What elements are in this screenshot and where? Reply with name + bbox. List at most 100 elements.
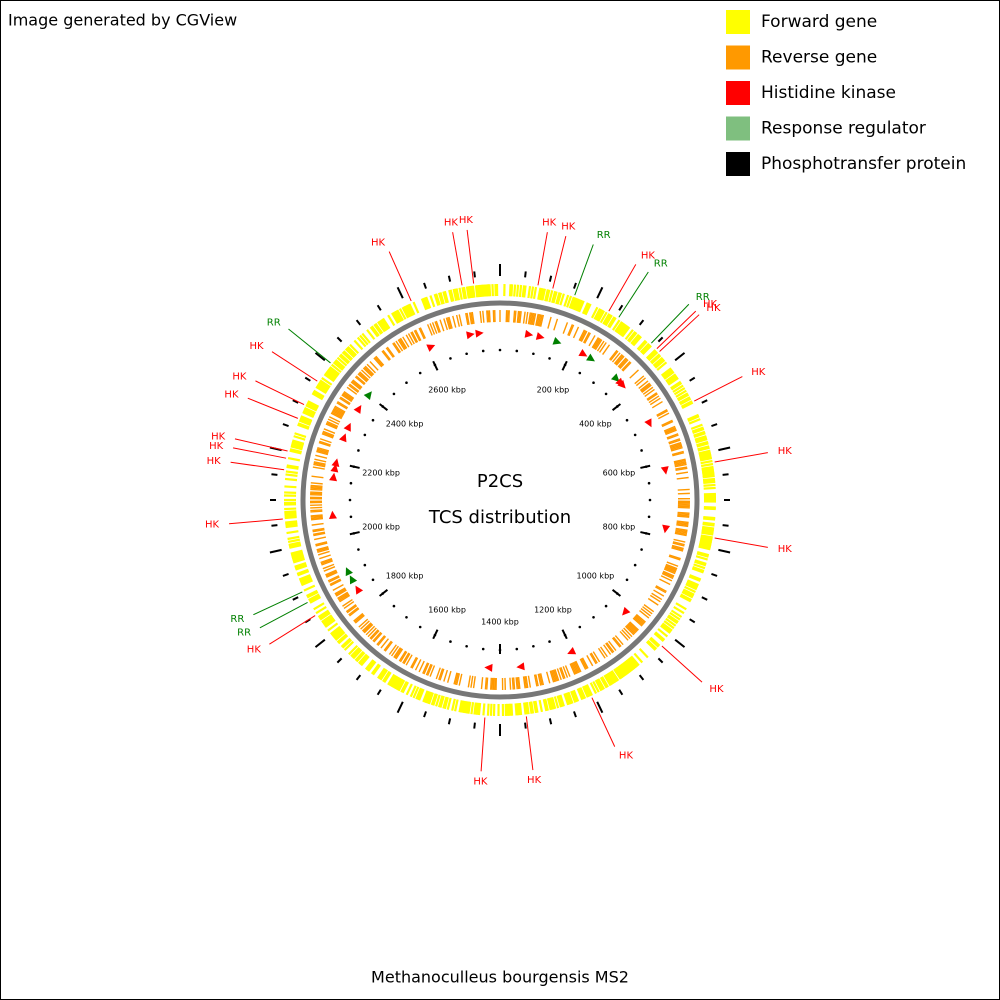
legend-swatch <box>726 45 750 70</box>
forward-gene <box>530 286 535 299</box>
forward-gene <box>479 284 483 297</box>
forward-gene <box>661 368 673 378</box>
reverse-gene <box>343 601 355 610</box>
forward-gene <box>379 669 389 681</box>
feature-label: HK <box>561 221 576 232</box>
forward-gene <box>349 343 360 355</box>
feature-label: HK <box>709 684 724 695</box>
reverse-gene <box>639 382 651 391</box>
forward-gene <box>699 541 712 546</box>
forward-gene <box>400 680 408 693</box>
forward-gene <box>377 667 386 679</box>
reverse-gene <box>635 613 646 623</box>
forward-gene <box>489 703 493 716</box>
forward-gene <box>517 703 521 716</box>
scale-tick <box>378 589 389 597</box>
forward-gene <box>563 294 570 307</box>
forward-gene <box>616 666 626 678</box>
feature-label: HK <box>619 751 634 762</box>
feature-marker <box>610 373 620 382</box>
backbone <box>300 300 700 700</box>
forward-gene <box>702 521 715 526</box>
feature-label: HK <box>703 299 718 310</box>
forward-gene <box>669 611 681 621</box>
reverse-gene <box>581 657 589 669</box>
reverse-gene <box>677 515 690 518</box>
reverse-gene <box>562 322 569 334</box>
forward-gene <box>435 293 441 306</box>
reverse-gene <box>322 563 335 570</box>
feature-leader <box>656 310 697 350</box>
feature-leader <box>480 717 486 772</box>
reverse-gene <box>669 554 681 560</box>
forward-gene <box>702 474 715 479</box>
reverse-gene <box>314 458 327 463</box>
reverse-gene <box>665 429 677 436</box>
forward-gene <box>305 404 318 412</box>
reverse-gene <box>619 359 629 370</box>
forward-gene <box>620 663 630 675</box>
forward-gene <box>515 284 520 297</box>
forward-gene <box>559 293 565 306</box>
forward-gene <box>513 284 517 297</box>
reverse-gene <box>646 392 658 401</box>
forward-gene <box>323 373 335 383</box>
forward-gene <box>518 284 523 298</box>
reverse-gene <box>376 635 386 646</box>
forward-gene <box>698 544 711 549</box>
reverse-gene <box>661 419 673 426</box>
forward-gene <box>290 445 303 451</box>
reverse-gene <box>536 314 541 327</box>
reverse-gene <box>571 662 578 674</box>
forward-gene <box>446 697 452 710</box>
forward-gene <box>592 680 600 693</box>
reverse-gene <box>617 357 627 368</box>
forward-gene <box>313 602 325 611</box>
feature-leader <box>525 716 534 771</box>
scale-dot <box>604 604 608 608</box>
forward-gene <box>285 520 298 524</box>
reverse-gene <box>310 484 323 488</box>
forward-gene <box>302 409 315 417</box>
scale-label: 1000 kbp <box>577 572 615 581</box>
scale-dot <box>592 381 595 385</box>
outer-tick <box>271 473 278 476</box>
forward-gene <box>437 695 444 708</box>
forward-gene <box>665 373 677 383</box>
reverse-gene <box>314 536 327 541</box>
reverse-gene <box>560 667 566 679</box>
reverse-gene <box>627 623 638 633</box>
reverse-gene <box>530 312 534 325</box>
scale-tick <box>640 531 651 536</box>
reverse-gene <box>479 310 483 324</box>
forward-gene <box>593 308 602 320</box>
reverse-gene <box>384 641 393 652</box>
outer-tick <box>701 399 708 404</box>
reverse-gene <box>465 312 469 326</box>
reverse-gene <box>402 652 410 664</box>
forward-gene <box>703 480 716 485</box>
forward-gene <box>298 419 311 426</box>
reverse-gene <box>331 411 343 419</box>
forward-gene <box>648 637 660 648</box>
reverse-gene <box>672 542 685 547</box>
reverse-gene <box>666 433 679 439</box>
forward-gene <box>690 423 703 430</box>
reverse-gene <box>332 584 344 591</box>
reverse-gene <box>354 613 365 623</box>
forward-gene <box>692 566 705 573</box>
outer-tick <box>473 722 476 729</box>
forward-gene <box>477 284 482 298</box>
outer-tick <box>355 319 362 326</box>
forward-gene <box>392 311 401 324</box>
reverse-gene <box>484 677 488 690</box>
forward-gene <box>623 660 633 672</box>
reverse-gene <box>611 352 621 363</box>
forward-gene <box>613 668 622 680</box>
reverse-gene <box>311 475 324 479</box>
forward-gene <box>461 287 466 300</box>
reverse-gene <box>511 677 514 690</box>
center-title: P2CS <box>477 471 523 492</box>
feature-marker <box>466 331 475 340</box>
